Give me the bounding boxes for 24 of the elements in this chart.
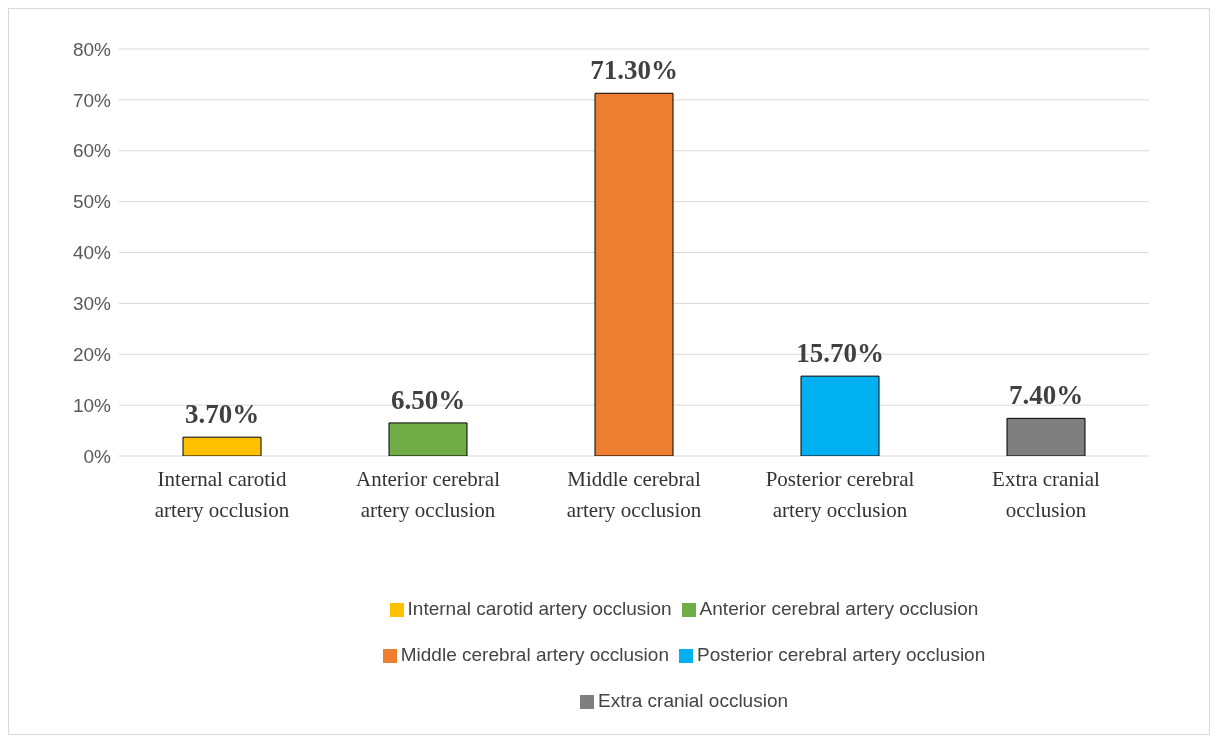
x-tick-label: Anterior cerebral artery occlusion [356, 467, 501, 522]
legend-label: Internal carotid artery occlusion [407, 598, 672, 619]
data-label: 71.30% [590, 55, 678, 86]
legend-label: Middle cerebral artery occlusion [400, 644, 669, 665]
y-tick-label: 20% [72, 343, 112, 365]
data-label: 15.70% [796, 338, 884, 369]
x-tick-label: Internal carotid artery occlusion [154, 467, 290, 522]
x-tick-label: Posterior cerebral artery occlusion [765, 467, 915, 522]
y-tick-label: 70% [72, 89, 112, 111]
y-tick-label: 40% [72, 242, 112, 264]
y-tick-label: 80% [72, 38, 112, 60]
legend-label: Anterior cerebral artery occlusion [699, 598, 979, 619]
y-tick-label: 60% [72, 140, 112, 162]
data-label: 7.40% [1008, 380, 1084, 411]
x-tick-label: Middle cerebral artery occlusion [566, 467, 702, 522]
legend-label: Extra cranial occlusion [597, 690, 789, 711]
data-label: 6.50% [390, 384, 466, 415]
x-tick-label: Extra cranial occlusion [992, 467, 1101, 522]
y-tick-label: 50% [72, 191, 112, 213]
data-label: 3.70% [184, 399, 260, 430]
y-tick-label: 10% [72, 394, 112, 416]
legend-label: Posterior cerebral artery occlusion [696, 644, 986, 665]
y-tick-label: 30% [72, 293, 112, 315]
y-tick-label: 0% [83, 445, 112, 467]
